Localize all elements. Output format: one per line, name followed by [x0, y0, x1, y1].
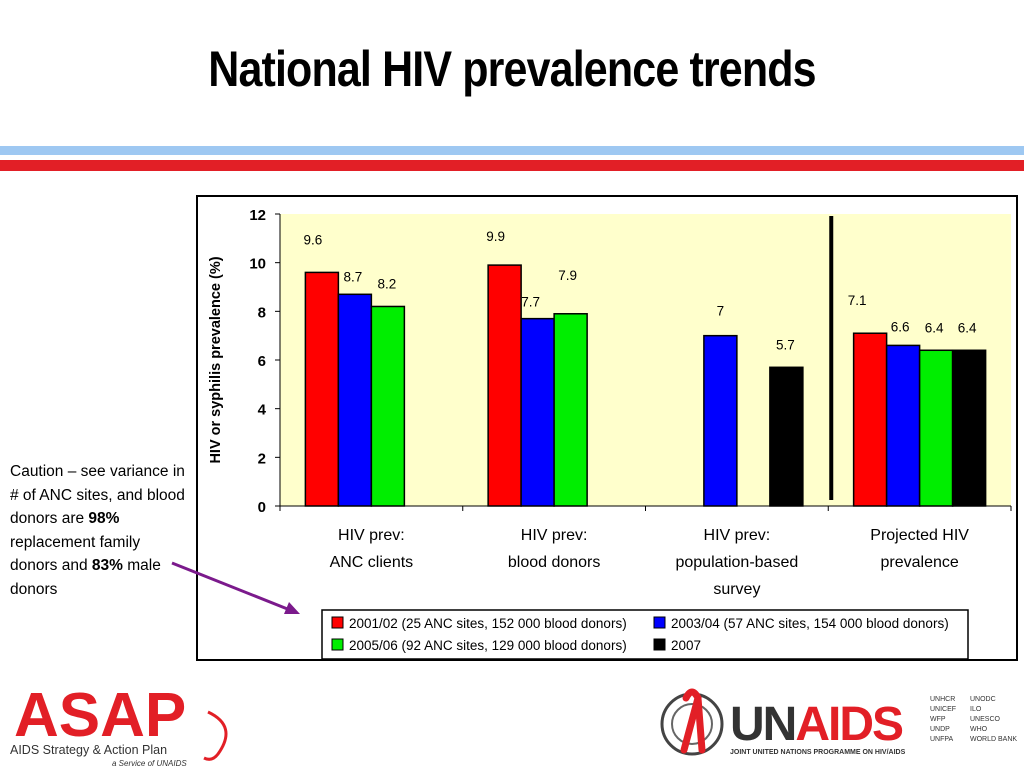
y-tick-label: 8	[258, 304, 266, 321]
arrow-line	[171, 561, 291, 612]
x-tick-label: ANC clients	[330, 554, 414, 571]
caution-text-3: male donors	[10, 557, 161, 598]
data-label: 6.4	[925, 320, 944, 335]
cosponsor-name: UNDP	[930, 726, 950, 733]
x-tick-label: prevalence	[880, 554, 958, 571]
data-label: 7	[717, 304, 725, 319]
data-label: 7.9	[558, 268, 577, 283]
x-tick-label: Projected HIV	[870, 527, 969, 544]
bar	[520, 317, 555, 507]
unaids-tagline: JOINT UNITED NATIONS PROGRAMME ON HIV/AI…	[730, 749, 906, 756]
arrow-head	[284, 602, 300, 614]
caution-text-2: replacement family donors and	[10, 533, 141, 575]
cosponsor-name: UNHCR	[930, 696, 955, 703]
data-label: 6.4	[958, 320, 977, 335]
data-label: 5.7	[776, 337, 795, 352]
legend-swatch	[653, 638, 666, 651]
cosponsor-name: UNFPA	[930, 736, 954, 743]
x-tick-label: HIV prev:	[704, 527, 771, 544]
cosponsor-name: UNESCO	[970, 716, 1001, 723]
asap-logo-text: ASAP	[14, 681, 186, 750]
unaids-wordmark: UN	[730, 698, 795, 751]
legend-label: 2001/02 (25 ANC sites, 152 000 blood don…	[349, 616, 627, 631]
data-label: 7.7	[521, 295, 540, 310]
data-label: 6.6	[891, 319, 910, 334]
bar	[337, 293, 373, 507]
x-tick-label: survey	[713, 581, 760, 598]
caution-text-1: Caution – see variance in # of ANC sites…	[10, 463, 185, 527]
bar	[553, 313, 588, 507]
y-tick-label: 2	[258, 450, 266, 467]
bar-chart: 0 2 4 6 8 10 12 HIV or syphilis prevalence (%) H…	[208, 207, 1012, 660]
asap-tagline: AIDS Strategy & Action Plan	[10, 743, 167, 757]
cosponsor-list: UNHCR UNICEF WFP UNDP UNFPA UNODC ILO UNESCO WHO…	[930, 696, 1017, 743]
cosponsor-name: WORLD BANK	[970, 736, 1017, 743]
header-band-red	[0, 160, 1024, 171]
chart-frame: 0 2 4 6 8 10 12 HIV or syphilis prevalence (%) H…	[196, 195, 1018, 661]
legend-swatch	[653, 616, 666, 629]
slide-title: National HIV prevalence trends	[208, 41, 816, 97]
y-tick-label: 0	[258, 499, 266, 516]
x-tick-label: HIV prev:	[338, 527, 405, 544]
bar	[370, 305, 406, 507]
x-tick-label: blood donors	[508, 554, 601, 571]
y-tick-label: 12	[249, 207, 266, 224]
legend-swatch	[331, 616, 344, 629]
caution-note: Caution – see variance in # of ANC sites…	[10, 460, 190, 601]
y-tick-label: 4	[258, 402, 267, 419]
cosponsor-name: UNODC	[970, 696, 996, 703]
cosponsor-name: UNICEF	[930, 706, 956, 713]
legend-label: 2003/04 (57 ANC sites, 154 000 blood don…	[671, 616, 949, 631]
data-label: 9.6	[303, 232, 322, 247]
y-tick-label: 10	[249, 256, 266, 273]
red-ribbon-icon	[680, 688, 706, 754]
unaids-logo: UNAIDS JOINT UNITED NATIONS PROGRAMME ON…	[660, 688, 1017, 756]
legend-label: 2005/06 (92 ANC sites, 129 000 blood don…	[349, 638, 627, 653]
caution-bold-2: 83%	[91, 557, 123, 574]
y-tick-label: 6	[258, 353, 266, 370]
unaids-wordmark-aids: AIDS	[795, 698, 903, 751]
bar	[703, 334, 738, 507]
data-label: 9.9	[486, 229, 505, 244]
cosponsor-name: WFP	[930, 716, 946, 723]
legend-label: 2007	[671, 638, 701, 653]
header-band-blue	[0, 146, 1024, 155]
y-axis-title: HIV or syphilis prevalence (%)	[208, 256, 224, 463]
data-label: 7.1	[848, 293, 867, 308]
x-tick-label: HIV prev:	[521, 527, 588, 544]
data-label: 8.2	[377, 276, 396, 291]
cosponsor-name: ILO	[970, 706, 982, 713]
bar	[304, 271, 340, 507]
bar	[852, 332, 888, 507]
ribbon-icon	[203, 710, 228, 761]
bar	[885, 344, 921, 507]
cosponsor-name: WHO	[970, 726, 988, 733]
caution-bold-1: 98%	[88, 510, 120, 527]
bar	[769, 366, 804, 507]
asap-logo: ASAP AIDS Strategy & Action Plan a Servi…	[10, 681, 228, 768]
legend-swatch	[331, 638, 344, 651]
x-tick-label: population-based	[675, 554, 798, 571]
asap-service: a Service of UNAIDS	[112, 759, 187, 768]
bar	[951, 349, 987, 507]
unaids-text: UNAIDS	[730, 698, 903, 751]
data-label: 8.7	[343, 269, 362, 284]
